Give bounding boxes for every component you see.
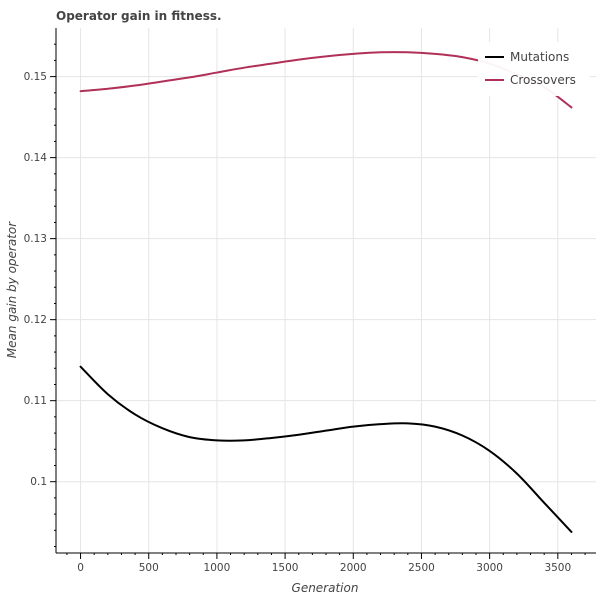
x-tick-label: 0 [77, 562, 84, 574]
x-tick-label: 1000 [204, 562, 231, 574]
legend-label-mutations: Mutations [510, 50, 569, 64]
x-tick-label: 2500 [408, 562, 435, 574]
y-tick-label: 0.11 [24, 395, 47, 407]
y-tick-label: 0.13 [24, 233, 47, 245]
y-tick-label: 0.15 [24, 71, 47, 83]
series-line-mutations [79, 365, 573, 533]
axes: 0 500 1000 1500 2000 2500 3000 3500 0.1 0.11 0.12 0… [24, 28, 596, 574]
chart-title: Operator gain in fitness. [56, 9, 222, 23]
x-axis-label: Generation [292, 581, 359, 595]
x-tick-label: 3000 [476, 562, 503, 574]
x-tick-label: 3500 [544, 562, 571, 574]
grid [56, 28, 596, 553]
legend-box [478, 42, 590, 96]
x-tick-label: 500 [139, 562, 159, 574]
y-axis-label: Mean gain by operator [5, 221, 19, 358]
y-tick-label: 0.12 [24, 314, 47, 326]
legend-label-crossovers: Crossovers [510, 73, 576, 87]
y-tick-label: 0.1 [30, 476, 47, 488]
x-tick-label: 2000 [340, 562, 367, 574]
series-lines [79, 51, 573, 533]
legend: Mutations Crossovers [478, 42, 590, 96]
y-tick-label: 0.14 [24, 152, 48, 164]
x-tick-label: 1500 [272, 562, 299, 574]
